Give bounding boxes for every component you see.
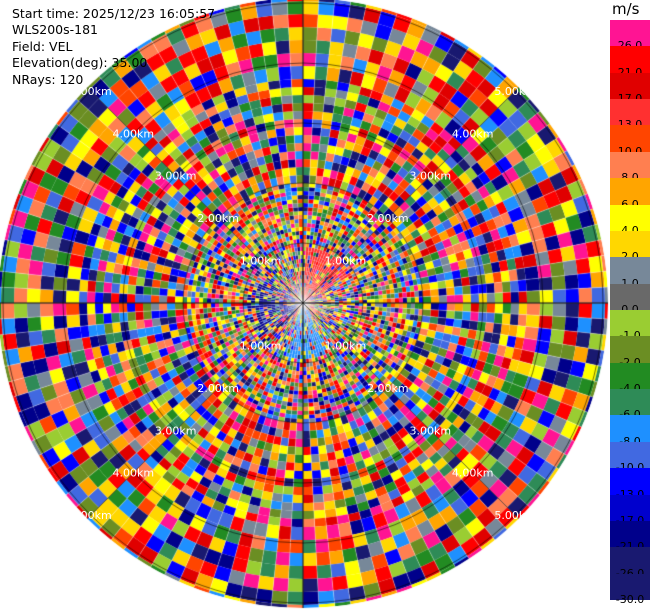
range-ring-label: 5.00km <box>70 85 112 98</box>
colorbar-swatch <box>610 573 650 601</box>
range-ring-label: 4.00km <box>452 127 494 140</box>
range-ring-label: 5.00km <box>494 509 536 522</box>
range-ring-label: 2.00km <box>367 382 409 395</box>
range-ring-label: 1.00km <box>240 339 282 352</box>
instrument-text: WLS200s-181 <box>12 22 98 38</box>
range-ring-label: 4.00km <box>113 127 155 140</box>
colorbar-swatch <box>610 46 650 74</box>
colorbar-swatch <box>610 494 650 522</box>
range-ring-label: 3.00km <box>409 170 451 183</box>
field-text: Field: VEL <box>12 38 73 54</box>
colorbar-swatch <box>610 362 650 390</box>
range-ring-label: 2.00km <box>197 212 239 225</box>
range-ring-label: 3.00km <box>155 424 197 437</box>
colorbar-swatch <box>610 520 650 548</box>
range-ring-label: 3.00km <box>155 170 197 183</box>
colorbar-swatch <box>610 547 650 575</box>
colorbar-swatch <box>610 20 650 47</box>
range-ring-label: 5.00km <box>70 509 112 522</box>
range-ring-label: 1.00km <box>325 255 367 268</box>
colorbar-swatch <box>610 468 650 496</box>
colorbar-swatch <box>610 204 650 232</box>
colorbar-swatch <box>610 336 650 364</box>
range-ring-label: 4.00km <box>452 467 494 480</box>
range-ring-label: 2.00km <box>367 212 409 225</box>
colorbar-swatch <box>610 178 650 206</box>
colorbar-swatch <box>610 72 650 100</box>
elevation-text: Elevation(deg): 35.00 <box>12 55 148 71</box>
colorbar-unit-label: m/s <box>612 0 640 18</box>
colorbar-swatch <box>610 99 650 126</box>
range-ring-label: 1.00km <box>325 339 367 352</box>
range-ring-label: 1.00km <box>240 255 282 268</box>
scan-info-panel: Start time: 2025/12/23 16:05:57 WLS200s-… <box>12 6 215 88</box>
colorbar-swatch <box>610 125 650 153</box>
range-ring-label: 2.00km <box>197 382 239 395</box>
colorbar-swatch <box>610 257 650 285</box>
range-ring-label: 5.00km <box>494 85 536 98</box>
colorbar-swatch <box>610 415 650 443</box>
colorbar-tick-label: -30.0 <box>615 593 645 606</box>
nrays-text: NRays: 120 <box>12 71 84 87</box>
range-ring-label: 4.00km <box>113 467 155 480</box>
colorbar-swatch <box>610 230 650 258</box>
start-time-text: Start time: 2025/12/23 16:05:57 <box>12 6 216 21</box>
range-ring-label: 3.00km <box>409 424 451 437</box>
colorbar-swatch <box>610 310 650 337</box>
colorbar-swatch <box>610 151 650 179</box>
colorbar-swatch <box>610 283 650 311</box>
colorbar-swatch <box>610 389 650 416</box>
colorbar-swatch <box>610 441 650 469</box>
velocity-colorbar: 26.021.017.013.010.08.06.04.02.01.00.0-1… <box>610 20 650 606</box>
